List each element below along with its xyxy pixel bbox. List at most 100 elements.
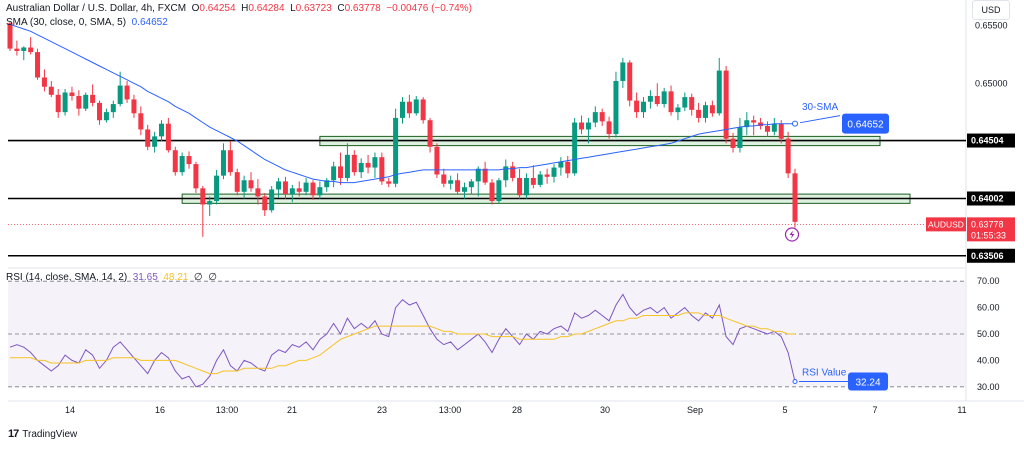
candle-34 [241,175,247,199]
candle-body [145,129,151,147]
currency-button[interactable]: USD [972,0,1010,20]
candle-77 [537,171,543,188]
change-value: −0.00476 (−0.74%) [386,3,472,14]
brand: 17 TradingView [8,428,77,440]
symbol-tag-text: AUDUSD [928,219,964,229]
open-label: O [191,3,200,14]
candle-39 [276,177,282,198]
candle-body [296,188,302,192]
level-tag-text-1: 0.64002 [971,193,1004,203]
candle-body [324,180,330,188]
candle-body [55,94,61,113]
candle-body [172,150,178,173]
price-legend: Australian Dollar / U.S. Dollar, 4h, FXC… [6,3,472,14]
candle-body [613,80,619,135]
candle-body [537,174,543,185]
close-value: 0.63778 [344,3,381,14]
candle-111 [771,117,777,136]
candle-35 [248,172,254,192]
candle-body [97,102,103,121]
candle-40 [282,176,288,199]
candle-46 [324,177,330,192]
rsi-annotation-label: RSI Value [802,368,847,379]
candle-body [489,182,495,202]
rsi-line [9,293,796,388]
candle-70 [489,179,495,205]
candle-body [90,94,96,103]
candle-42 [296,181,302,197]
candle-96 [668,85,674,116]
candle-body [572,122,578,174]
candle-body [227,150,233,173]
candle-body [792,173,798,222]
candle-10 [76,90,82,116]
lightning-glyph [789,230,795,239]
candle-body [696,109,702,118]
candle-body [434,146,440,175]
candle-body [751,120,757,123]
candle-body [28,47,34,53]
candle-23 [165,117,171,153]
candle-12 [90,84,96,107]
sma-value: 0.64652 [131,17,168,28]
candle-47 [331,161,337,188]
candle-27 [193,161,199,193]
candle-101 [702,101,708,123]
candle-36 [255,179,261,205]
candle-97 [675,104,681,121]
candle-29 [207,196,213,217]
candle-7 [55,89,61,118]
rsi-tick-3: 40.00 [977,355,1000,365]
candle-80 [558,157,564,176]
time-tick-5: 13:00 [439,405,462,415]
candle-51 [358,158,364,178]
candle-body [344,154,350,178]
time-tick-9: 5 [782,405,787,415]
candle-72 [503,159,509,188]
candle-body [448,180,454,184]
low-label: L [290,3,296,14]
candle-body [668,91,674,113]
candle-body [441,174,447,184]
candle-body [689,97,695,110]
candle-body [372,157,378,168]
candle-104 [723,65,729,144]
candle-body [131,99,137,114]
candle-100 [696,102,702,123]
time-tick-10: 7 [872,405,877,415]
candle-body [76,95,82,109]
candle-44 [310,180,316,200]
candle-22 [158,120,164,141]
candle-4 [35,48,41,80]
candle-body [641,101,647,113]
candle-body [406,101,412,114]
candle-body [83,94,89,109]
candle-67 [468,179,474,195]
candle-41 [289,184,295,203]
candle-body [255,188,261,197]
candle-9 [69,86,75,101]
sma-end-dot [792,120,798,127]
candle-28 [200,186,206,237]
candle-body [214,175,220,202]
level-tag-1 [967,191,1015,206]
rsi-value-text: 32.24 [855,378,880,389]
candle-105 [730,132,736,153]
level-tag-text-2: 0.63506 [971,251,1004,261]
candle-57 [400,97,405,124]
time-tick-0: 14 [65,405,75,415]
sma-pointer-line [799,115,841,124]
candle-body [358,162,364,173]
candle-78 [544,168,550,184]
candle-body [599,112,605,122]
candle-45 [317,181,323,199]
candle-body [565,161,571,174]
candle-body [544,174,550,177]
candle-body [276,181,282,190]
time-tick-8: Sep [687,405,703,415]
candle-92 [641,97,647,118]
candle-body [682,97,688,108]
candle-102 [709,100,715,117]
candle-82 [572,117,578,176]
